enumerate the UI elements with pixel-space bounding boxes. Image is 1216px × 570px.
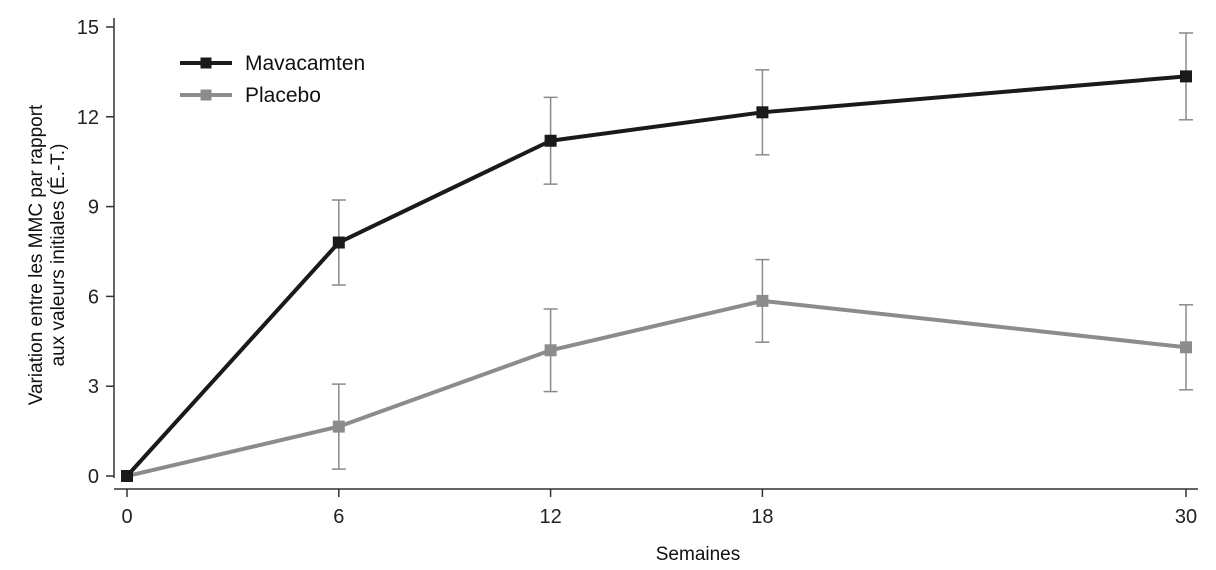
y-tick-label: 6 [88, 286, 99, 308]
series-line-mavacamten [125, 74, 1187, 478]
x-tick-label: 6 [333, 506, 344, 528]
data-point-mavacamten [756, 106, 769, 119]
y-tick-label: 9 [88, 197, 99, 219]
x-tick-group: 0 6 12 18 30 [121, 489, 1197, 528]
series-line-placebo [126, 298, 1187, 478]
x-tick-label: 12 [539, 506, 561, 528]
data-point-mavacamten [121, 470, 133, 482]
y-tick-group: 0 3 6 9 12 15 [77, 17, 114, 488]
series-placebo [121, 258, 1193, 482]
series-mavacamten [121, 32, 1193, 482]
x-axis-title: Semaines [656, 544, 741, 565]
data-point-mavacamten [544, 134, 557, 147]
legend-label-placebo: Placebo [245, 84, 321, 107]
legend: Mavacamten Placebo [180, 52, 365, 107]
y-axis-title-line1: Variation entre les MMC par rapport [26, 104, 47, 405]
data-point-placebo [1180, 341, 1192, 354]
y-tick-label: 15 [77, 17, 99, 39]
y-tick-label: 0 [88, 466, 99, 488]
x-tick-label: 18 [751, 506, 773, 528]
data-point-mavacamten [332, 236, 345, 249]
legend-label-mavacamten: Mavacamten [245, 52, 365, 75]
y-axis-title-line2: aux valeurs initiales (É.-T.) [48, 144, 69, 367]
x-tick-label: 30 [1175, 506, 1197, 528]
data-point-mavacamten [1180, 70, 1192, 83]
data-point-placebo [756, 294, 769, 307]
series-layer [121, 32, 1193, 482]
x-tick-label: 0 [121, 506, 132, 528]
y-tick-label: 12 [77, 107, 99, 129]
data-point-placebo [332, 420, 345, 433]
y-tick-label: 3 [88, 376, 99, 398]
legend-marker-mavacamten [200, 57, 212, 69]
legend-marker-placebo [200, 89, 212, 101]
y-axis-title: Variation entre les MMC par rapport aux … [26, 104, 69, 405]
data-point-placebo [544, 344, 557, 357]
